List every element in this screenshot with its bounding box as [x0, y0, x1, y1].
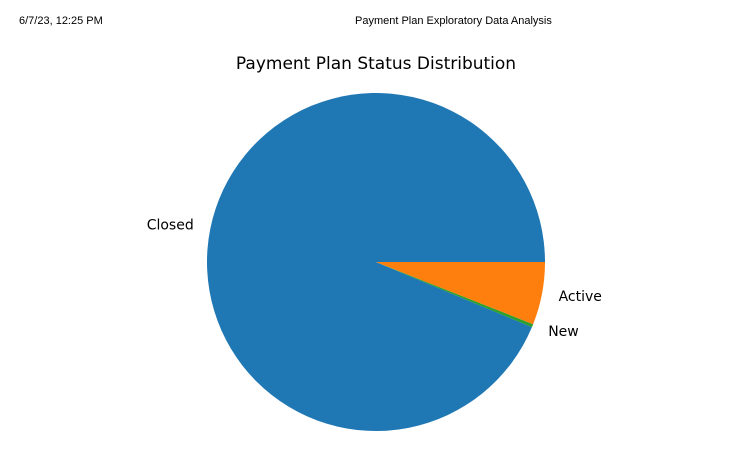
pie-label-new: New — [548, 324, 579, 340]
chart-title: Payment Plan Status Distribution — [236, 54, 516, 74]
pie-labels: Closed New Active — [147, 217, 602, 340]
pie-label-closed: Closed — [147, 217, 194, 233]
pie-slices — [207, 93, 546, 432]
print-header: 6/7/23, 12:25 PM Payment Plan Explorator… — [0, 0, 734, 40]
pie-label-active: Active — [559, 289, 602, 305]
document-title: Payment Plan Exploratory Data Analysis — [355, 15, 552, 27]
pie-slice-new — [376, 262, 534, 328]
pie-slice-active — [376, 262, 545, 325]
print-datetime: 6/7/23, 12:25 PM — [19, 15, 103, 27]
